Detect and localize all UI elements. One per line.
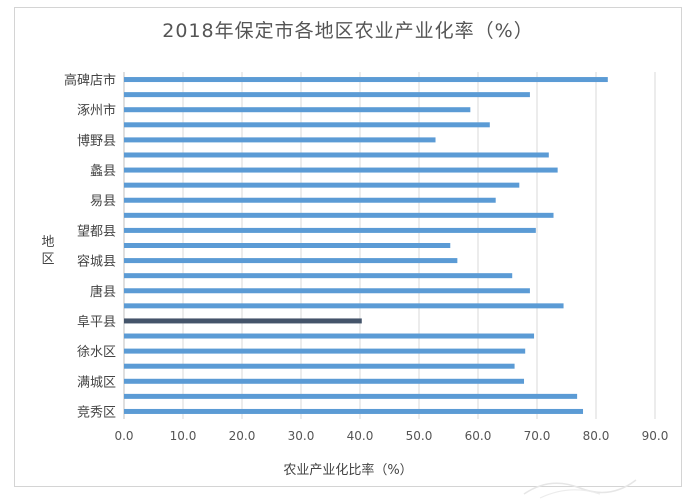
bar: [124, 77, 608, 83]
bar-highlighted: [124, 318, 362, 324]
bar: [124, 348, 526, 354]
y-axis-label: 地区: [41, 235, 55, 267]
x-tick-label: 40.0: [347, 429, 374, 443]
y-tick-label: 蠡县: [90, 163, 116, 179]
x-tick-label: 60.0: [465, 429, 492, 443]
x-tick-label: 90.0: [642, 429, 669, 443]
y-tick-label: 徐水区: [77, 345, 116, 360]
bar: [124, 167, 558, 173]
bar: [124, 378, 525, 384]
x-tick-labels: 0.0 10.0 20.0 30.0 40.0 50.0 60.0 70.0 80.0 90.0: [114, 429, 668, 443]
bar: [124, 393, 578, 399]
y-tick-label: 涿州市: [77, 103, 116, 119]
bar: [124, 273, 513, 279]
y-tick-label: 阜平县: [77, 314, 116, 330]
bar: [124, 258, 458, 264]
x-tick-label: 10.0: [170, 429, 197, 443]
bar: [124, 152, 549, 158]
y-tick-label: 竞秀区: [77, 404, 116, 420]
bar: [124, 333, 535, 339]
bar: [124, 92, 530, 98]
x-tick-label: 70.0: [524, 429, 551, 443]
x-tick-label: 30.0: [288, 429, 315, 443]
x-axis-label: 农业产业化比率（%）: [283, 463, 413, 478]
bar: [124, 197, 496, 203]
bar: [124, 363, 515, 369]
y-tick-label: 望都县: [77, 223, 116, 239]
y-tick-label: 容城县: [77, 254, 116, 270]
bar: [124, 288, 530, 294]
x-tick-label: 20.0: [229, 429, 256, 443]
bar: [124, 137, 436, 143]
x-tick-label: 0.0: [114, 429, 133, 443]
bar: [124, 212, 554, 218]
bar: [124, 408, 584, 414]
watermark-graphic: [523, 479, 637, 499]
bar: [124, 122, 490, 128]
y-tick-label: 满城区: [77, 375, 116, 390]
chart-title: 2018年保定市各地区农业产业化率（%）: [162, 20, 534, 42]
y-tick-label: 博野县: [77, 134, 116, 149]
y-tick-label: 高碑店市: [64, 73, 116, 89]
x-tick-label: 80.0: [583, 429, 610, 443]
bar: [124, 227, 536, 233]
x-tick-label: 50.0: [406, 429, 433, 443]
bars: [124, 77, 608, 414]
y-tick-label: 唐县: [90, 284, 116, 300]
bar: [124, 107, 471, 113]
bar: [124, 182, 520, 188]
y-tick-label: 易县: [90, 194, 116, 209]
bar: [124, 303, 564, 309]
bar: [124, 243, 451, 248]
